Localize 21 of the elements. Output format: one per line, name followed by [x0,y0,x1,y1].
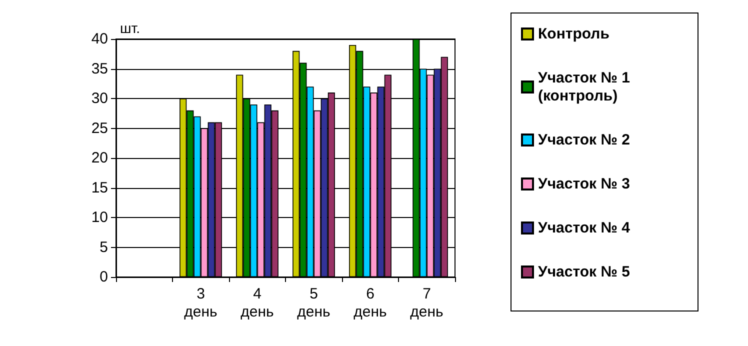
y-tick-label: 0 [100,268,108,286]
y-tick-label: 30 [91,90,108,107]
y-tick-label: 20 [91,150,108,166]
y-tick-label: 5 [100,238,108,256]
y-tick-label: 40 [91,30,108,48]
y-tick-label: 35 [91,60,108,78]
legend-label: Участок № 4 [538,220,631,236]
legend-label: Участок № 5 [538,264,630,280]
legend-label: Контроль [538,26,610,42]
x-tick-label: 4 день [240,286,274,320]
legend-label: Участок № 3 [538,176,630,192]
x-tick-label: 7 день [410,286,444,320]
legend-label: Участок № 2 [538,132,630,148]
y-tick-label: 10 [91,209,108,226]
y-tick-label: 25 [91,120,108,137]
y-tick-label: 15 [91,179,108,196]
legend-label: Участок № 1 (контроль) [538,70,634,104]
x-tick-label: 3 день [184,286,218,320]
x-tick-label: 6 день [354,286,388,320]
y-axis-title: шт. [120,20,140,36]
x-tick-label: 5 день [297,286,331,320]
